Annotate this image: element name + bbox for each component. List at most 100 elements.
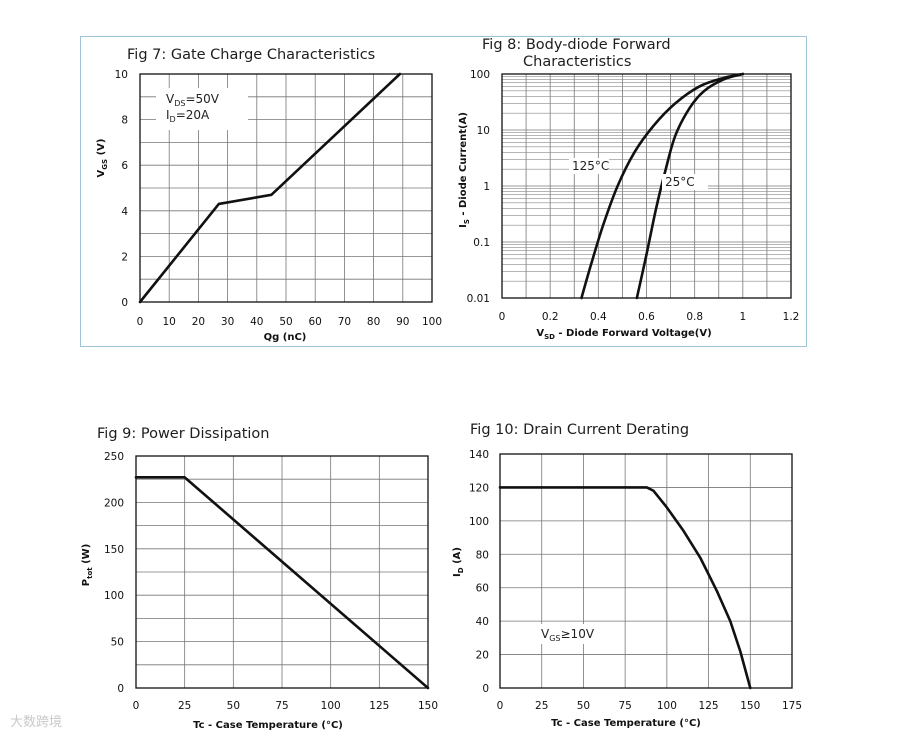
fig8-xlabel: VSD - Diode Forward Voltage(V)	[536, 328, 711, 341]
fig8-ytick-label: 0.1	[473, 237, 490, 249]
fig9-grid	[135, 455, 429, 689]
fig7-xtick-label: 0	[137, 316, 144, 328]
fig9-ytick-label: 200	[104, 497, 124, 509]
fig9-ytick-label: 100	[104, 590, 124, 602]
fig9-xtick-label: 25	[178, 700, 191, 712]
fig10-ylabel: ID (A)	[452, 547, 465, 577]
fig7-ytick-label: 0	[121, 297, 128, 309]
fig8-ytick-label: 0.01	[467, 293, 490, 305]
fig8-ylabel: IS - Diode Current(A)	[458, 112, 471, 228]
fig8-chart: Fig 8: Body-diode Forward Characteristic…	[458, 37, 799, 341]
fig10-title: Fig 10: Drain Current Derating	[470, 422, 689, 438]
fig10-ytick-label: 60	[476, 583, 489, 595]
fig10-xtick-label: 0	[497, 700, 504, 712]
fig9-xtick-label: 100	[321, 700, 341, 712]
fig8-series-line-0	[580, 72, 745, 300]
fig10-ytick-label: 140	[469, 449, 489, 461]
fig10-series-line-0	[498, 486, 752, 690]
fig7-xtick-label: 10	[163, 316, 176, 328]
fig8-series-label-bg	[662, 174, 708, 190]
fig8-plot-area	[501, 73, 792, 299]
fig10-ytick-label: 40	[476, 616, 489, 628]
fig9-series-line-0	[134, 476, 430, 690]
fig8-xtick-label: 1.2	[783, 311, 800, 323]
fig7-plot-area	[139, 73, 433, 303]
fig9-title: Fig 9: Power Dissipation	[97, 426, 270, 442]
fig9-ylabel: Ptot (W)	[81, 544, 94, 587]
fig9-ytick-label: 150	[104, 544, 124, 556]
fig9-ytick-label: 0	[117, 683, 124, 695]
fig10-annotation-box	[534, 624, 606, 644]
fig9-xlabel: Tc - Case Temperature (°C)	[193, 720, 343, 731]
fig7-ytick-label: 10	[115, 69, 128, 81]
fig9-chart: Fig 9: Power Dissipation Tc - Case Tempe…	[81, 426, 438, 731]
fig7-annotation-id: ID=20A	[166, 108, 210, 124]
fig7-xtick-label: 100	[422, 316, 442, 328]
fig10-chart: Fig 10: Drain Current Derating Tc - Case…	[452, 422, 802, 729]
fig9-xtick-label: 150	[418, 700, 438, 712]
fig7-xlabel: Qg (nC)	[264, 332, 307, 343]
fig7-ytick-label: 8	[121, 115, 128, 127]
fig7-annotation-vds: VDS=50V	[166, 92, 220, 108]
fig10-annotation-vgs: VGS≥10V	[541, 627, 595, 643]
fig10-xlabel: Tc - Case Temperature (°C)	[551, 718, 701, 729]
fig7-xtick-label: 80	[367, 316, 380, 328]
fig7-ytick-label: 2	[121, 251, 128, 263]
fig7-annotation-box	[156, 88, 248, 130]
figure-frame-top	[80, 36, 807, 347]
fig10-xtick-label: 125	[699, 700, 719, 712]
fig8-xtick-label: 0.8	[686, 311, 703, 323]
fig9-xtick-label: 0	[133, 700, 140, 712]
fig10-xtick-label: 100	[657, 700, 677, 712]
fig8-ytick-label: 1	[483, 181, 490, 193]
fig8-xtick-label: 0.4	[590, 311, 607, 323]
fig10-plot-area	[499, 453, 793, 689]
fig10-ytick-label: 0	[482, 683, 489, 695]
fig8-title-line2: Characteristics	[523, 54, 631, 70]
fig7-xtick-label: 50	[279, 316, 292, 328]
fig7-xtick-label: 70	[338, 316, 351, 328]
fig7-series-line-0	[138, 72, 402, 304]
fig10-xtick-label: 150	[740, 700, 760, 712]
fig8-xtick-label: 0.6	[638, 311, 655, 323]
fig10-xtick-label: 25	[535, 700, 548, 712]
fig7-ytick-label: 6	[121, 160, 128, 172]
fig8-series-label-bg	[569, 158, 609, 174]
fig9-xtick-label: 50	[227, 700, 240, 712]
fig10-ytick-label: 80	[476, 549, 489, 561]
fig7-xtick-label: 90	[396, 316, 409, 328]
fig9-ytick-label: 250	[104, 451, 124, 463]
fig7-grid	[139, 73, 433, 303]
fig8-xtick-label: 0.2	[542, 311, 559, 323]
fig9-xtick-label: 75	[275, 700, 288, 712]
fig10-grid	[499, 453, 793, 689]
fig8-series-line-1	[635, 72, 745, 300]
watermark-text: 大数跨境	[10, 715, 62, 730]
fig7-ylabel: VGS (V)	[96, 139, 109, 178]
fig10-xtick-label: 175	[782, 700, 802, 712]
fig10-ytick-label: 20	[476, 650, 489, 662]
fig9-ytick-label: 50	[111, 637, 124, 649]
fig7-xtick-label: 60	[309, 316, 322, 328]
fig8-series-label-1: 25°C	[665, 175, 695, 189]
fig7-chart: Fig 7: Gate Charge Characteristics Qg (n…	[96, 47, 442, 343]
fig9-xtick-label: 125	[369, 700, 389, 712]
fig7-ytick-label: 4	[121, 206, 128, 218]
fig9-plot-area	[135, 455, 429, 689]
fig8-xtick-label: 1	[739, 311, 746, 323]
fig8-ytick-label: 10	[477, 125, 490, 137]
fig8-grid	[501, 73, 792, 299]
fig8-title-line1: Fig 8: Body-diode Forward	[482, 37, 671, 53]
fig7-title: Fig 7: Gate Charge Characteristics	[127, 47, 375, 63]
fig8-xtick-label: 0	[499, 311, 506, 323]
fig8-series-label-0: 125°C	[572, 159, 609, 173]
fig7-xtick-label: 20	[192, 316, 205, 328]
fig8-ytick-label: 100	[470, 69, 490, 81]
fig10-xtick-label: 50	[577, 700, 590, 712]
fig10-ytick-label: 100	[469, 516, 489, 528]
fig7-xtick-label: 40	[250, 316, 263, 328]
fig10-xtick-label: 75	[618, 700, 631, 712]
fig7-xtick-label: 30	[221, 316, 234, 328]
fig10-ytick-label: 120	[469, 482, 489, 494]
